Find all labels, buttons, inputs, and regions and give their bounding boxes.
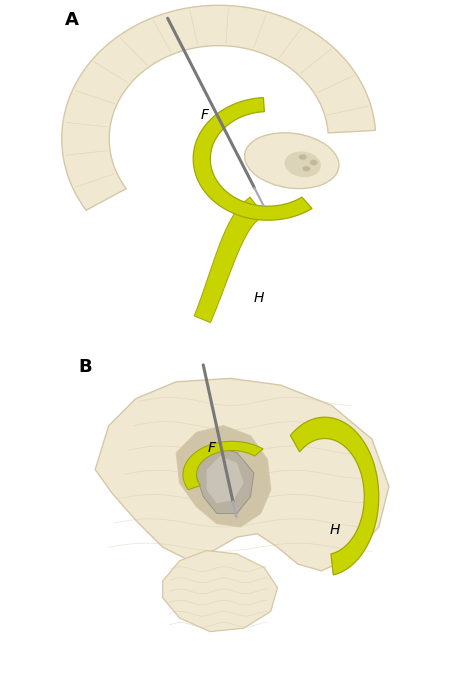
Ellipse shape <box>245 133 339 189</box>
Polygon shape <box>163 551 277 632</box>
Polygon shape <box>183 442 263 490</box>
Ellipse shape <box>302 166 310 172</box>
Text: H: H <box>254 291 264 305</box>
Text: B: B <box>78 358 92 376</box>
Polygon shape <box>193 98 312 220</box>
Polygon shape <box>197 446 254 513</box>
Polygon shape <box>194 197 264 322</box>
Text: A: A <box>65 11 79 29</box>
Text: H: H <box>330 524 340 537</box>
Polygon shape <box>207 456 244 503</box>
Text: F: F <box>208 440 216 455</box>
Ellipse shape <box>284 152 321 177</box>
Ellipse shape <box>299 154 307 160</box>
Ellipse shape <box>310 160 318 165</box>
Text: F: F <box>200 108 208 122</box>
Polygon shape <box>291 418 379 575</box>
Polygon shape <box>176 426 271 527</box>
Polygon shape <box>95 378 389 570</box>
Polygon shape <box>62 6 375 210</box>
